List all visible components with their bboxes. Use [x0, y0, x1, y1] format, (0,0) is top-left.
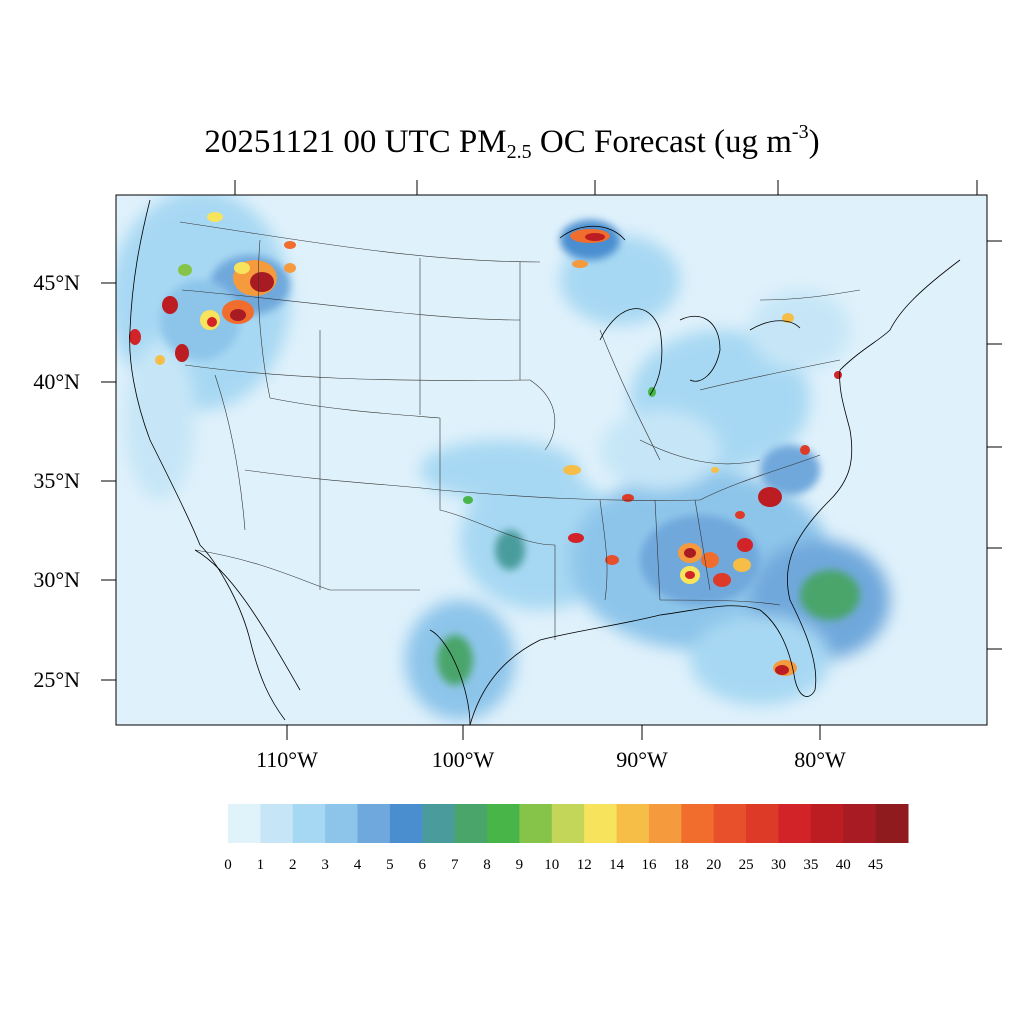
colorbar-swatch: [228, 804, 261, 843]
colorbar-label: 30: [771, 857, 786, 873]
coastlines: [129, 199, 961, 725]
colorbar-label: 0: [224, 857, 232, 873]
title-subscript: 2.5: [506, 141, 532, 163]
colorbar-label: 2: [289, 857, 297, 873]
lon-label: 100°W: [431, 747, 495, 772]
colorbar-label: 35: [803, 857, 819, 873]
title-superscript: -3: [791, 121, 809, 143]
colorbar-label: 14: [609, 857, 625, 873]
colorbar-swatch: [454, 804, 488, 843]
lat-label: 35°N: [33, 468, 80, 493]
title-units-text: OC Forecast (ug m: [531, 124, 792, 160]
colorbar-label: 16: [641, 857, 657, 873]
map-frame: [115, 194, 988, 726]
colorbar-swatch: [584, 804, 618, 843]
lon-label: 90°W: [616, 747, 668, 772]
colorbar-label: 10: [544, 857, 560, 873]
colorbar-swatch: [292, 804, 326, 843]
colorbar-label: 12: [576, 857, 592, 873]
title-text: 20251121 00 UTC PM: [204, 124, 507, 160]
colorbar-label: 1: [256, 857, 265, 873]
colorbar-label: 18: [673, 857, 689, 873]
colorbar-swatch: [713, 804, 747, 843]
colorbar-label: 40: [835, 857, 851, 873]
lat-label: 40°N: [33, 369, 80, 394]
colorbar-swatch: [487, 804, 520, 843]
colorbar-swatch: [260, 804, 294, 843]
colorbar-label: 6: [418, 857, 427, 873]
colorbar-swatch: [357, 804, 391, 843]
colorbar-label: 8: [483, 857, 491, 873]
colorbar-swatch: [389, 804, 423, 843]
colorbar-swatch: [551, 804, 585, 843]
colorbar-swatch: [778, 804, 812, 843]
lat-label: 25°N: [33, 667, 80, 692]
lat-label: 30°N: [33, 567, 80, 592]
map-title: 20251121 00 UTC PM2.5 OC Forecast (ug m-…: [0, 122, 1024, 162]
lon-label: 110°W: [256, 747, 318, 772]
colorbar-swatch: [681, 804, 715, 843]
lon-label: 80°W: [794, 747, 846, 772]
colorbar-swatch: [325, 804, 359, 843]
state-borders: [179, 221, 861, 640]
colorbar-swatch: [843, 804, 877, 843]
colorbar-label: 5: [386, 857, 394, 873]
colorbar-label: 20: [706, 857, 722, 873]
colorbar-swatch: [810, 804, 844, 843]
lat-label: 45°N: [33, 270, 80, 295]
colorbar-label: 25: [738, 857, 754, 873]
concentration-field: [116, 195, 961, 725]
axis-ticks: [101, 180, 1002, 740]
colorbar-swatch: [648, 804, 682, 843]
colorbar-label: 4: [353, 857, 362, 873]
colorbar-label: 45: [868, 857, 884, 873]
colorbar-label: 3: [321, 857, 329, 873]
colorbar-label: 9: [515, 857, 524, 873]
colorbar-label: 7: [450, 857, 459, 873]
colorbar-swatch: [422, 804, 456, 843]
fire-hotspots: [129, 212, 842, 676]
colorbar-swatch: [519, 804, 553, 843]
colorbar-swatch: [616, 804, 650, 843]
colorbar: [228, 804, 909, 843]
colorbar-swatch: [875, 804, 909, 843]
colorbar-swatch: [746, 804, 779, 843]
title-suffix: ): [808, 124, 820, 160]
